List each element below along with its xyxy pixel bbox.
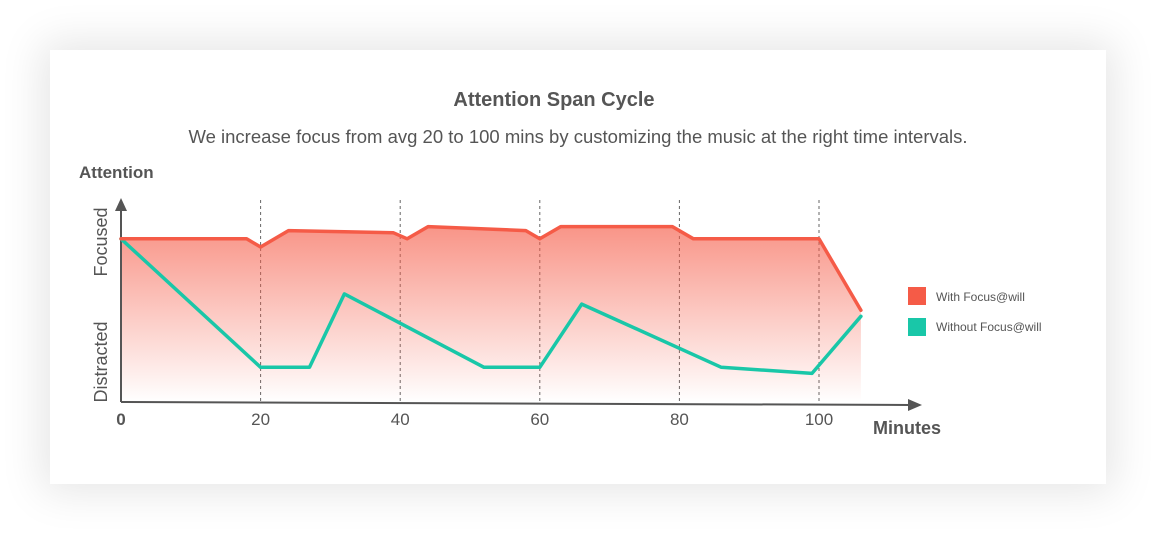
x-tick-label: 40 <box>391 410 410 429</box>
legend-swatch-with-focus <box>908 287 926 305</box>
x-tick-label: 100 <box>805 410 833 429</box>
x-tick-label: 20 <box>251 410 270 429</box>
x-tick-label: 60 <box>530 410 549 429</box>
series-line-with-focus <box>119 224 863 312</box>
x-tick-labels: 0 20 40 60 80 100 <box>116 410 833 429</box>
chart-subtitle: We increase focus from avg 20 to 100 min… <box>188 126 968 147</box>
x-axis-line <box>120 401 911 406</box>
x-axis-title: Minutes <box>873 418 941 438</box>
legend-swatch-without-focus <box>908 318 926 336</box>
y-category-focused: Focused <box>91 207 111 276</box>
x-tick-label: 80 <box>670 410 689 429</box>
x-axis-arrow <box>908 399 922 411</box>
y-category-distracted: Distracted <box>91 321 111 402</box>
y-axis-title: Attention <box>79 163 154 182</box>
x-tick-label: 0 <box>116 410 125 429</box>
y-axis-arrow <box>115 198 127 211</box>
legend-label-with-focus: With Focus@will <box>936 290 1025 304</box>
legend: With Focus@will Without Focus@will <box>908 287 1042 336</box>
with-focus-area <box>121 226 861 402</box>
series-line-without-focus <box>119 237 863 376</box>
chart-title: Attention Span Cycle <box>453 89 655 111</box>
legend-label-without-focus: Without Focus@will <box>936 320 1042 334</box>
